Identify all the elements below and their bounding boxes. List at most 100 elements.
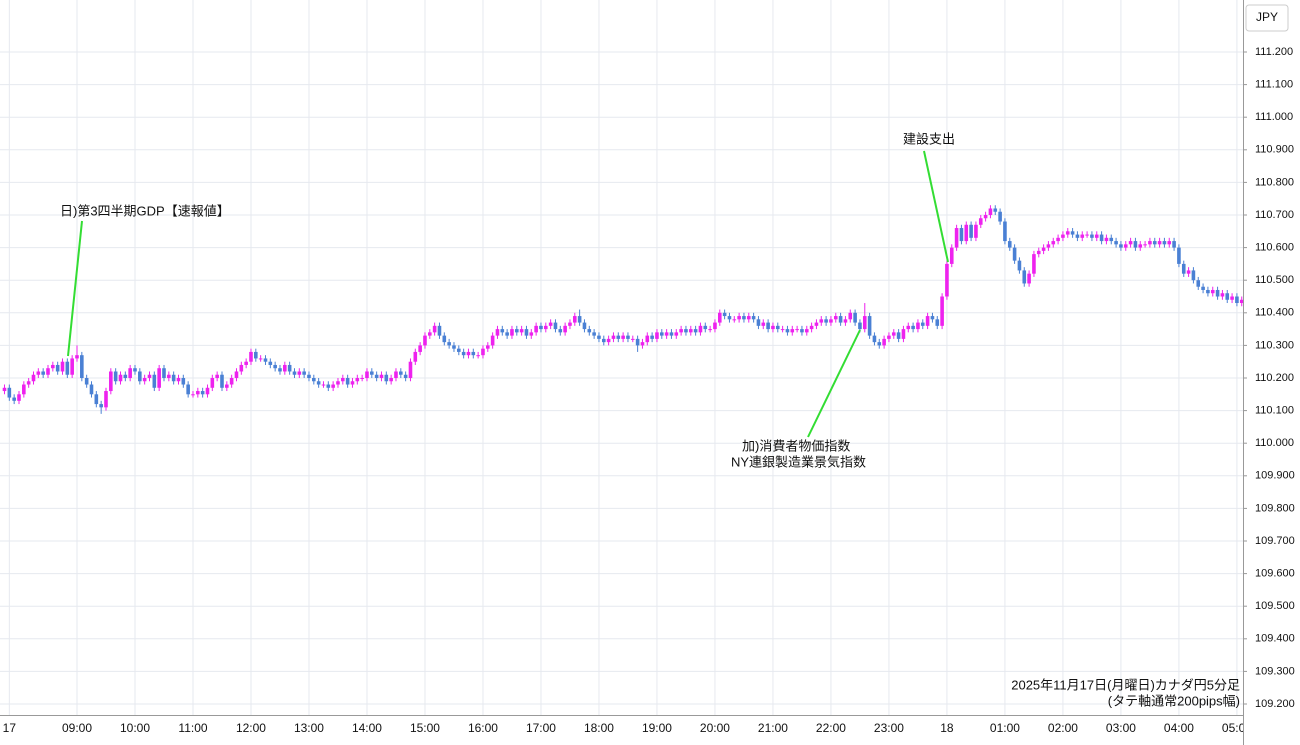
candle-body <box>858 322 862 330</box>
candle-body <box>51 364 55 369</box>
candle-body <box>138 371 142 382</box>
candle-body <box>186 384 190 395</box>
candle-body <box>1225 293 1230 300</box>
y-tick-label: 109.400 <box>1255 633 1295 645</box>
candle-body <box>829 319 833 323</box>
candle-body <box>365 371 369 378</box>
candle-body <box>935 319 940 326</box>
candle-body <box>22 384 26 395</box>
candle-body <box>1003 221 1007 242</box>
x-tick-label: 18 <box>940 721 954 735</box>
x-tick-label: 17 <box>3 721 17 735</box>
candle-body <box>582 322 587 330</box>
candle-body <box>524 329 529 336</box>
x-tick-label: 23:00 <box>874 721 904 735</box>
candle-body <box>176 378 181 382</box>
candle-body <box>732 319 737 321</box>
candle-body <box>621 335 625 339</box>
candle-body <box>693 329 698 333</box>
candle-body <box>756 319 761 326</box>
candle-body <box>650 335 654 339</box>
candle-body <box>1186 270 1191 274</box>
candle-body <box>312 378 316 382</box>
candle-body <box>1157 241 1162 245</box>
grid <box>0 0 1243 715</box>
candle-body <box>1080 234 1085 238</box>
x-tick-label: 03:00 <box>1106 721 1136 735</box>
candle-body <box>1210 289 1215 294</box>
candle-body <box>1085 234 1089 236</box>
candle-body <box>751 316 756 320</box>
candle-body <box>1027 273 1031 284</box>
candle-body <box>1061 234 1065 238</box>
candle-body <box>65 361 70 375</box>
candle-body <box>843 319 848 323</box>
candle-body <box>814 322 819 326</box>
candle-body <box>964 224 969 242</box>
x-tick-label: 20:00 <box>700 721 730 735</box>
candle-body <box>645 335 650 343</box>
candle-body <box>684 329 688 333</box>
x-tick-label: 22:00 <box>816 721 846 735</box>
x-tick-label: 16:00 <box>468 721 498 735</box>
candle-body <box>838 316 843 323</box>
x-tick-label: 01:00 <box>990 721 1020 735</box>
candle-body <box>1143 244 1147 246</box>
candle-body <box>350 381 355 385</box>
annotation-text: 加)消費者物価指数 <box>742 438 850 453</box>
candle-body <box>872 335 877 343</box>
candle-body <box>99 404 103 408</box>
candle-body <box>418 345 422 352</box>
candle-body <box>495 329 500 336</box>
candle-body <box>1007 241 1012 248</box>
footnote: 2025年11月17日(月曜日)カナダ円5分足 <box>1011 677 1240 692</box>
candle-body <box>592 332 596 336</box>
candle-body <box>679 329 683 333</box>
candle-body <box>698 325 703 333</box>
candle-body <box>331 384 335 388</box>
annotation-text: NY連銀製造業景気指数 <box>731 454 866 469</box>
candle-body <box>587 329 592 333</box>
candle-body <box>147 374 152 378</box>
candle-body <box>292 371 297 375</box>
candle-body <box>109 371 113 392</box>
candle-body <box>278 368 282 372</box>
candle-body <box>413 351 418 362</box>
candle-body <box>249 351 253 362</box>
annotation-text: 日)第3四半期GDP【速報値】 <box>60 203 230 218</box>
y-tick-label: 111.100 <box>1255 79 1293 91</box>
candle-body <box>804 329 809 333</box>
candle-body <box>949 247 954 264</box>
candle-body <box>945 263 949 297</box>
candle-body <box>1070 231 1075 235</box>
candle-body <box>258 358 263 360</box>
candle-body <box>41 371 45 375</box>
candle-body <box>626 335 630 339</box>
candle-body <box>761 322 766 326</box>
candle-body <box>355 378 360 382</box>
candle-body <box>336 381 340 385</box>
candle-body <box>925 316 930 326</box>
y-tick-label: 110.400 <box>1255 307 1294 319</box>
candle-body <box>476 355 480 357</box>
candle-body <box>471 351 476 356</box>
candle-body <box>75 355 79 359</box>
candle-body <box>688 329 693 333</box>
x-tick-label: 14:00 <box>352 721 382 735</box>
candle-body <box>55 364 60 372</box>
candle-body <box>215 374 219 378</box>
candle-body <box>1138 244 1143 248</box>
annotation-pointer <box>67 220 83 357</box>
candle-body <box>1235 296 1239 304</box>
candle-body <box>514 329 519 333</box>
candle-body <box>316 381 321 385</box>
candle-body <box>534 325 538 333</box>
candle-body <box>133 368 137 372</box>
candle-body <box>239 364 244 372</box>
candle-body <box>940 296 944 326</box>
candle-body <box>457 348 461 352</box>
candle-body <box>775 325 780 330</box>
candle-body <box>2 387 7 392</box>
candle-body <box>655 332 659 339</box>
